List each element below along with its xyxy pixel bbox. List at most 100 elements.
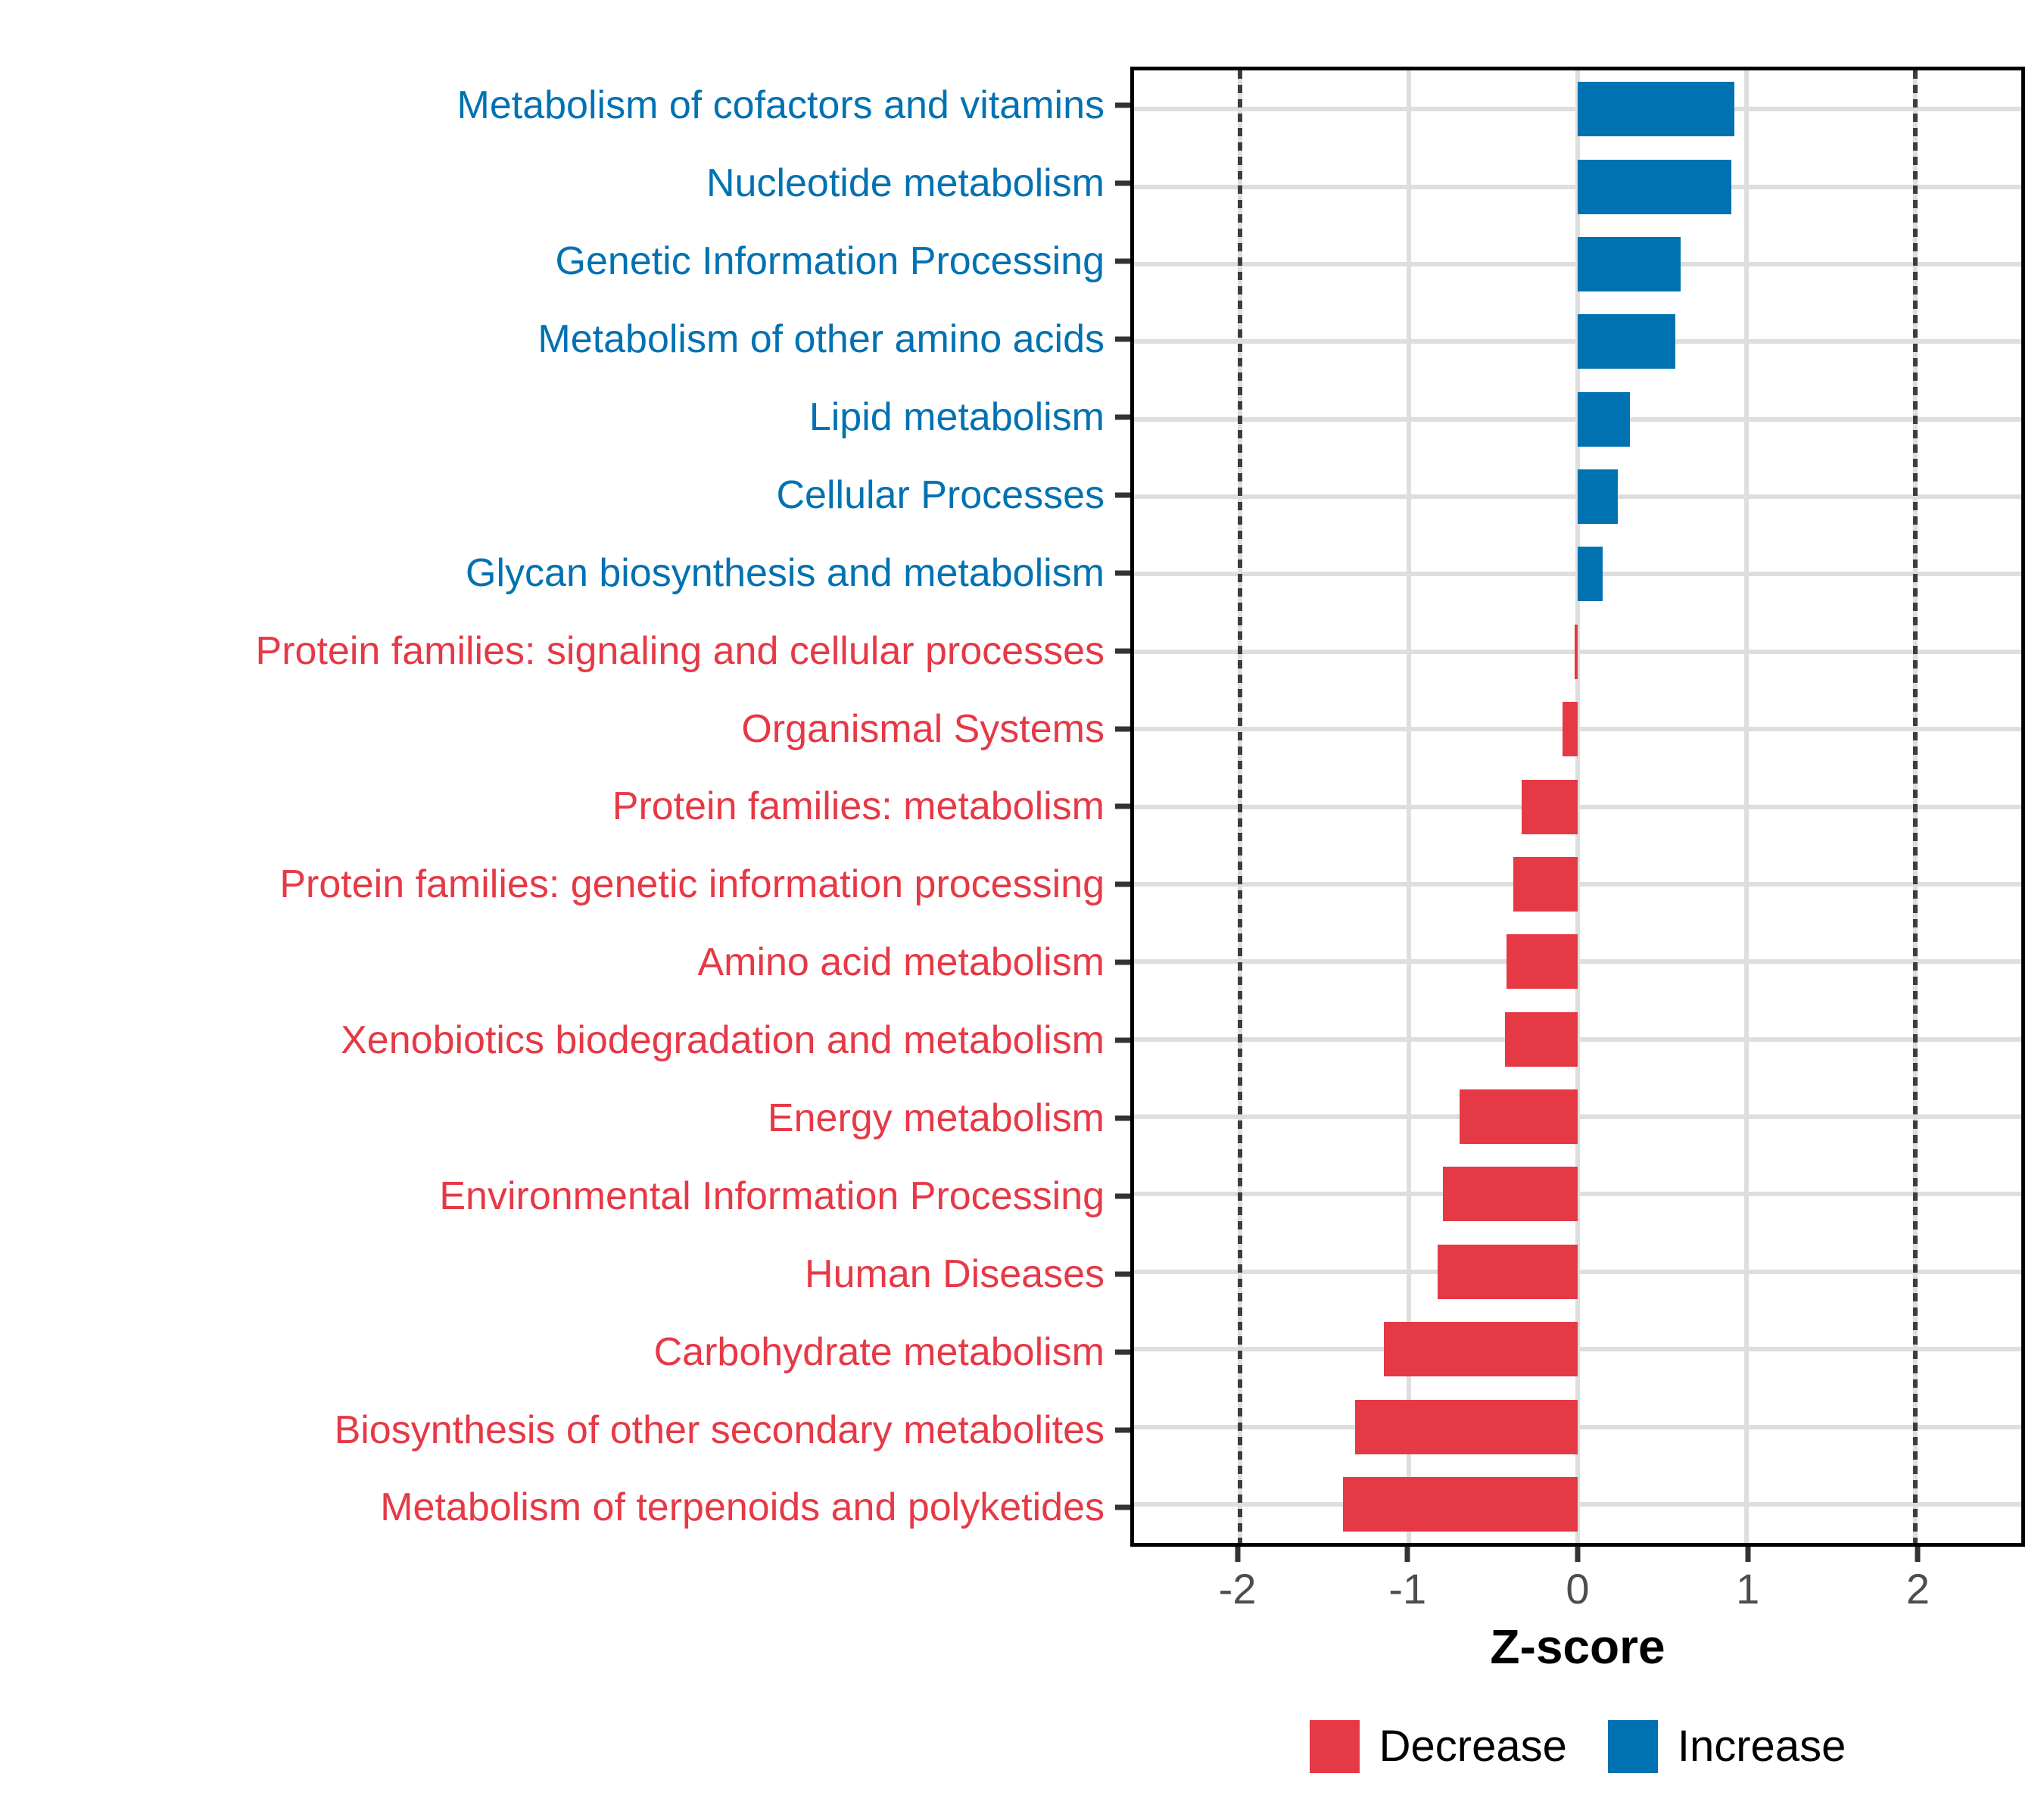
- category-label: Genetic Information Processing: [555, 239, 1105, 284]
- decrease-swatch-icon: [1309, 1720, 1360, 1773]
- y-tick-mark: [1115, 803, 1130, 809]
- y-tick-mark: [1115, 648, 1130, 654]
- bar-row: [1134, 148, 2021, 225]
- bar-row: [1134, 1311, 2021, 1388]
- horizontal-gridline: [1134, 1114, 2021, 1120]
- category-label: Energy metabolism: [767, 1096, 1105, 1141]
- horizontal-gridline: [1134, 959, 2021, 965]
- y-label-row: Metabolism of cofactors and vitamins: [0, 67, 1130, 145]
- bar-row: [1134, 768, 2021, 845]
- x-axis-title: Z-score: [1490, 1619, 1665, 1674]
- dotted-reference-line: [1238, 70, 1243, 1543]
- bar: [1442, 1167, 1578, 1222]
- y-tick-mark: [1115, 1037, 1130, 1043]
- bar: [1383, 1322, 1578, 1377]
- y-tick-mark: [1115, 959, 1130, 965]
- y-tick-mark: [1115, 1115, 1130, 1121]
- bar-row: [1134, 1233, 2021, 1311]
- category-label: Glycan biosynthesis and metabolism: [466, 550, 1105, 595]
- bar-row: [1134, 1078, 2021, 1155]
- category-label: Biosynthesis of other secondary metaboli…: [334, 1407, 1105, 1452]
- x-tick-label: -2: [1218, 1565, 1257, 1613]
- bar: [1574, 624, 1578, 679]
- legend-label-increase: Increase: [1677, 1722, 1846, 1771]
- bar: [1505, 1011, 1578, 1067]
- category-label: Metabolism of cofactors and vitamins: [456, 83, 1105, 128]
- bar-row: [1134, 846, 2021, 923]
- y-tick-mark: [1115, 492, 1130, 498]
- horizontal-gridline: [1134, 1501, 2021, 1507]
- legend-label-decrease: Decrease: [1379, 1722, 1567, 1771]
- bar-row: [1134, 1155, 2021, 1233]
- y-label-row: Glycan biosynthesis and metabolism: [0, 534, 1130, 612]
- increase-swatch-icon: [1607, 1720, 1658, 1773]
- y-label-row: Human Diseases: [0, 1235, 1130, 1313]
- bar-row: [1134, 381, 2021, 458]
- bar-row: [1134, 1466, 2021, 1543]
- category-label: Protein families: metabolism: [612, 784, 1105, 829]
- y-label-row: Amino acid metabolism: [0, 924, 1130, 1002]
- category-label: Amino acid metabolism: [697, 940, 1105, 985]
- x-tick-mark: [1745, 1547, 1751, 1562]
- horizontal-gridline: [1134, 1192, 2021, 1197]
- horizontal-gridline: [1134, 1269, 2021, 1274]
- legend: Decrease Increase: [1130, 1720, 2025, 1773]
- category-label: Metabolism of terpenoids and polyketides: [380, 1485, 1105, 1530]
- y-tick-mark: [1115, 570, 1130, 576]
- y-tick-mark: [1115, 1349, 1130, 1355]
- bar: [1354, 1399, 1578, 1454]
- x-tick-mark: [1915, 1547, 1921, 1562]
- y-label-row: Xenobiotics biodegradation and metabolis…: [0, 1002, 1130, 1080]
- y-label-row: Biosynthesis of other secondary metaboli…: [0, 1391, 1130, 1469]
- category-label: Cellular Processes: [776, 472, 1105, 517]
- bar-row: [1134, 70, 2021, 148]
- category-label: Carbohydrate metabolism: [653, 1329, 1105, 1374]
- bar: [1578, 314, 1676, 369]
- bar: [1578, 469, 1619, 525]
- bar-row: [1134, 690, 2021, 768]
- legend-item-decrease: Decrease: [1309, 1720, 1567, 1773]
- category-label: Protein families: signaling and cellular…: [255, 628, 1105, 673]
- x-tick-label: 1: [1736, 1565, 1760, 1613]
- bar-row: [1134, 1001, 2021, 1078]
- y-label-row: Energy metabolism: [0, 1080, 1130, 1158]
- x-axis: -2 -1 0 1 2: [1130, 1547, 2025, 1668]
- dotted-reference-line: [1912, 70, 1918, 1543]
- bar: [1522, 779, 1578, 834]
- category-label: Environmental Information Processing: [439, 1173, 1105, 1218]
- bar-row: [1134, 226, 2021, 303]
- y-axis-labels: Metabolism of cofactors and vitamins Nucl…: [0, 67, 1130, 1547]
- y-tick-mark: [1115, 180, 1130, 186]
- category-label: Lipid metabolism: [809, 395, 1105, 439]
- bar-row: [1134, 303, 2021, 380]
- x-tick-mark: [1404, 1547, 1410, 1562]
- y-label-row: Protein families: metabolism: [0, 768, 1130, 846]
- bar: [1507, 934, 1578, 990]
- y-tick-mark: [1115, 414, 1130, 420]
- y-tick-mark: [1115, 726, 1130, 732]
- category-label: Metabolism of other amino acids: [537, 317, 1105, 362]
- y-label-row: Carbohydrate metabolism: [0, 1313, 1130, 1391]
- horizontal-gridline: [1134, 727, 2021, 732]
- y-label-row: Metabolism of other amino acids: [0, 301, 1130, 379]
- y-tick-mark: [1115, 1193, 1130, 1199]
- y-label-row: Lipid metabolism: [0, 379, 1130, 457]
- horizontal-gridline: [1134, 804, 2021, 809]
- y-label-row: Protein families: genetic information pr…: [0, 846, 1130, 924]
- y-label-row: Organismal Systems: [0, 690, 1130, 768]
- horizontal-gridline: [1134, 1347, 2021, 1352]
- x-tick-label: 2: [1905, 1565, 1930, 1613]
- legend-item-increase: Increase: [1607, 1720, 1846, 1773]
- horizontal-gridline: [1134, 649, 2021, 654]
- category-label: Protein families: genetic information pr…: [279, 862, 1105, 907]
- bar: [1438, 1244, 1578, 1299]
- bar: [1578, 82, 1735, 137]
- plot-panel: [1130, 67, 2025, 1547]
- y-label-row: Environmental Information Processing: [0, 1157, 1130, 1235]
- y-tick-mark: [1115, 102, 1130, 108]
- horizontal-gridline: [1134, 1036, 2021, 1042]
- x-tick-label: 0: [1566, 1565, 1590, 1613]
- bar-row: [1134, 923, 2021, 1000]
- bar: [1460, 1089, 1578, 1145]
